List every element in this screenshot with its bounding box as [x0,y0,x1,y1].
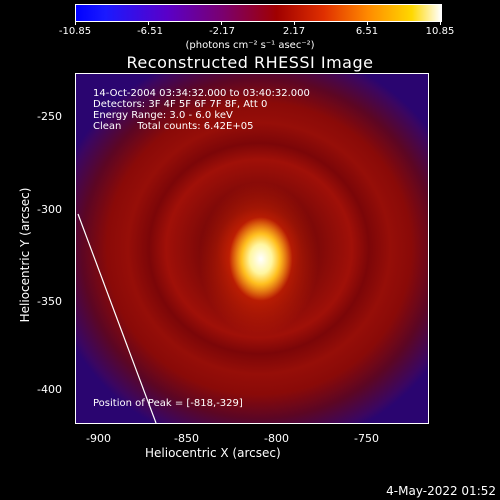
peak-position-text: Position of Peak = [-818,-329] [93,398,243,409]
x-axis-title: Heliocentric X (arcsec) [145,446,281,460]
colorbar-tick-label: -10.85 [58,26,92,37]
x-tick-label: -800 [264,432,289,445]
x-tick-label: -900 [86,432,111,445]
limb-line [77,213,157,423]
colorbar-tick [440,21,441,25]
colorbar-tick [221,21,222,25]
colorbar-tick-label: 10.85 [425,26,455,37]
clean-counts-text: Clean Total counts: 6.42E+05 [93,121,254,132]
image-title: Reconstructed RHESSI Image [126,53,374,72]
colorbar-tick-label: -2.17 [209,26,235,37]
colorbar-tick [75,21,76,25]
colorbar-tick-label: 2.17 [282,26,306,37]
y-axis-title: Heliocentric Y (arcsec) [18,187,32,323]
colorbar-tick-label: -6.51 [137,26,163,37]
colorbar-tick [294,21,295,25]
colorbar-tick [367,21,368,25]
x-tick-label: -750 [354,432,379,445]
colorbar-units: (photons cm⁻² s⁻¹ asec⁻²) [185,40,315,51]
generation-date: 4-May-2022 01:52 [386,484,496,498]
time-range-text: 14-Oct-2004 03:34:32.000 to 03:40:32.000 [93,88,310,99]
colorbar-tick [148,21,149,25]
y-tick-label: -400 [37,383,62,396]
xray-image-panel [75,73,429,424]
detectors-text: Detectors: 3F 4F 5F 6F 7F 8F, Att 0 [93,99,268,110]
y-tick-label: -250 [37,110,62,123]
x-tick-label: -850 [174,432,199,445]
colorbar [75,4,442,22]
energy-range-text: Energy Range: 3.0 - 6.0 keV [93,110,233,121]
colorbar-tick-label: 6.51 [355,26,379,37]
y-tick-label: -300 [37,203,62,216]
y-tick-label: -350 [37,295,62,308]
